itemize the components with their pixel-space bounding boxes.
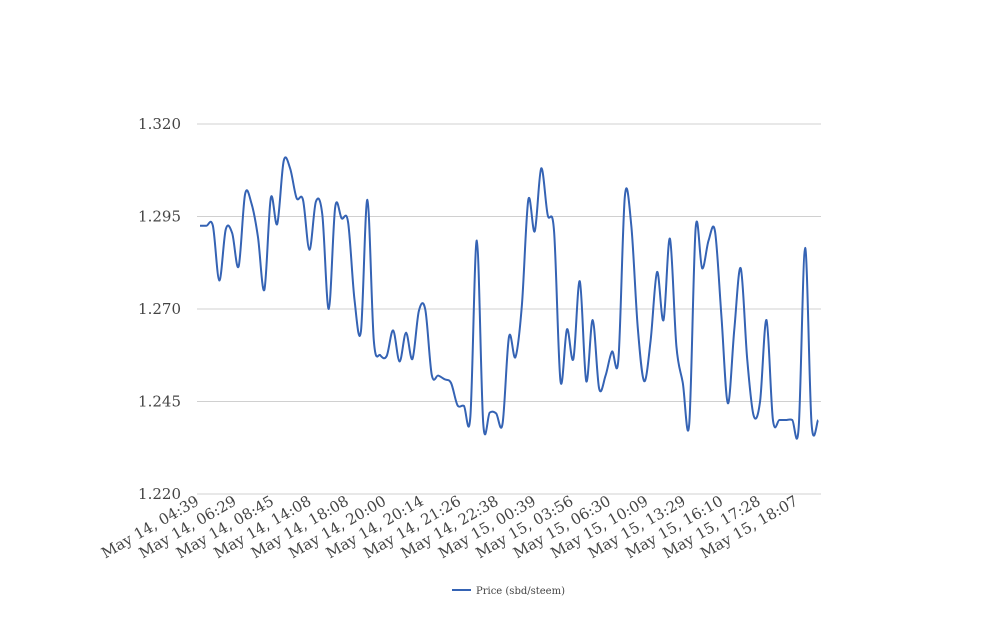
- legend: Price (sbd/steem): [452, 586, 565, 597]
- y-tick-label: 1.295: [138, 208, 181, 226]
- series-lines: [200, 156, 819, 440]
- y-tick-label: 1.220: [138, 485, 181, 503]
- series-line-price: [200, 156, 819, 440]
- legend-label: Price (sbd/steem): [476, 586, 565, 597]
- y-tick-label: 1.320: [138, 115, 181, 133]
- y-tick-label: 1.270: [138, 300, 181, 318]
- y-axis-tick-labels: 1.320 1.295 1.270 1.245 1.220: [138, 115, 181, 503]
- gridlines: [197, 123, 821, 495]
- y-tick-label: 1.245: [138, 393, 181, 411]
